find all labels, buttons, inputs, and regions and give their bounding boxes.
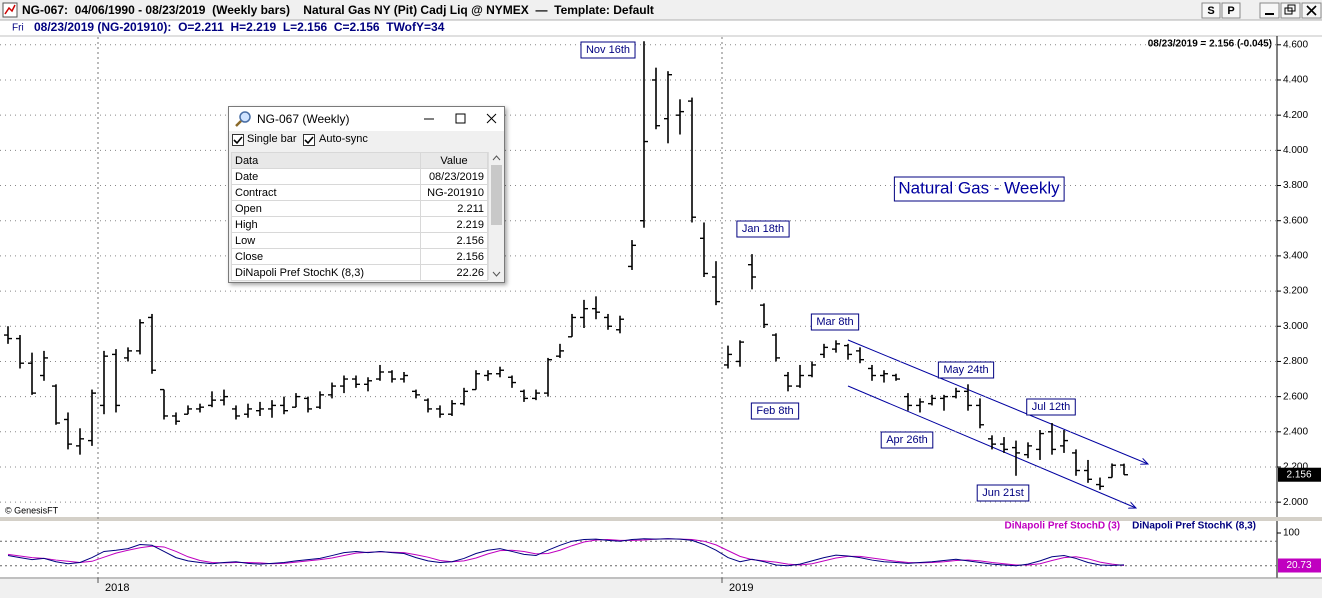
y-tick-label: 2.400 bbox=[1283, 426, 1308, 437]
info-line: 08/23/2019 (NG-201910): O=2.211 H=2.219 … bbox=[34, 20, 445, 34]
y-tick-label: 3.800 bbox=[1283, 180, 1308, 191]
y-tick-label: 3.400 bbox=[1283, 251, 1308, 262]
last-value-tag bbox=[1278, 558, 1321, 573]
annotation-box bbox=[937, 361, 995, 379]
button-label[interactable]: S bbox=[1207, 5, 1214, 17]
trend-line bbox=[847, 339, 1148, 464]
table-cell: Date bbox=[231, 168, 421, 185]
table-cell: DiNapoli Pref StochK (8,3) bbox=[231, 264, 421, 281]
table-row: DiNapoli Pref StochK (8,3) 22.26 bbox=[231, 264, 488, 281]
table-cell: 08/23/2019 bbox=[420, 168, 488, 185]
restore-button[interactable] bbox=[1280, 2, 1301, 19]
table-row: Data Value bbox=[231, 152, 488, 169]
window-title: NG-067: 04/06/1990 - 08/23/2019 (Weekly … bbox=[22, 3, 654, 17]
data-window-title-bar[interactable]: NG-067 (Weekly) bbox=[229, 107, 504, 131]
last-price-tag bbox=[1278, 467, 1321, 482]
table-row: High 2.219 bbox=[231, 216, 488, 233]
table-cell: 2.219 bbox=[420, 216, 488, 233]
data-window-title: NG-067 (Weekly) bbox=[257, 112, 350, 126]
checkbox[interactable] bbox=[303, 134, 315, 146]
y-tick-label: 2.800 bbox=[1283, 356, 1308, 367]
y-tick-label: 2.000 bbox=[1283, 497, 1308, 508]
table-cell: Open bbox=[231, 200, 421, 217]
title-bar bbox=[0, 0, 1322, 20]
option-label[interactable]: Single bar bbox=[247, 133, 297, 145]
annotation: Jul 12th bbox=[1032, 401, 1071, 413]
data-table: Data Value Date 08/23/2019 Contract NG-201910… bbox=[231, 152, 488, 281]
indicator-line bbox=[7, 538, 1125, 566]
y-tick-label: 4.400 bbox=[1283, 75, 1308, 86]
y-tick-label: 100 bbox=[1283, 528, 1300, 539]
table-cell: 2.211 bbox=[420, 200, 488, 217]
y-tick-label: 3.600 bbox=[1283, 215, 1308, 226]
x-tick-label: 2018 bbox=[105, 582, 129, 594]
table-row: Contract NG-201910 bbox=[231, 184, 488, 201]
button-label[interactable]: P bbox=[1227, 5, 1234, 17]
table-cell: Data bbox=[231, 152, 421, 169]
table-row: Open 2.211 bbox=[231, 200, 488, 217]
app-icon bbox=[2, 2, 18, 18]
annotation: Mar 8th bbox=[816, 316, 853, 328]
table-cell: Contract bbox=[231, 184, 421, 201]
table-row: Date 08/23/2019 bbox=[231, 168, 488, 185]
annotation: May 24th bbox=[943, 364, 988, 376]
option-label[interactable]: Auto-sync bbox=[319, 133, 368, 145]
table-cell: NG-201910 bbox=[420, 184, 488, 201]
copyright: © GenesisFT bbox=[5, 505, 59, 515]
indicator-line bbox=[7, 538, 1125, 567]
table-cell: 2.156 bbox=[420, 232, 488, 249]
x-axis-strip bbox=[0, 579, 1322, 598]
annotation-box bbox=[976, 484, 1030, 502]
annotation: Apr 26th bbox=[886, 434, 928, 446]
table-cell: Low bbox=[231, 232, 421, 249]
window-controls[interactable] bbox=[414, 107, 504, 131]
annotation-box bbox=[580, 41, 636, 59]
chart-title-box bbox=[893, 176, 1065, 202]
y-tick-label: 2.200 bbox=[1283, 462, 1308, 473]
x-tick-label: 2019 bbox=[729, 582, 753, 594]
button-s[interactable] bbox=[1201, 2, 1221, 19]
y-tick-label: 3.200 bbox=[1283, 286, 1308, 297]
table-cell: Value bbox=[420, 152, 488, 169]
button-p[interactable] bbox=[1221, 2, 1241, 19]
annotation: Jan 18th bbox=[742, 223, 784, 235]
annotation: Jun 21st bbox=[982, 487, 1024, 499]
scrollbar[interactable] bbox=[488, 152, 504, 280]
y-tick-label: 4.000 bbox=[1283, 145, 1308, 156]
close-button[interactable] bbox=[1301, 2, 1322, 19]
annotation-box bbox=[736, 220, 790, 238]
annotation: Nov 16th bbox=[586, 44, 630, 56]
table-cell: 2.156 bbox=[420, 248, 488, 265]
annotation: Feb 8th bbox=[756, 405, 793, 417]
chart-title: Natural Gas - Weekly bbox=[898, 178, 1060, 197]
table-cell: High bbox=[231, 216, 421, 233]
table-row: Close 2.156 bbox=[231, 248, 488, 265]
legend-entry: DiNapoli Pref StochD (3) bbox=[1005, 521, 1121, 532]
last-price-note: 08/23/2019 = 2.156 (-0.045) bbox=[1148, 39, 1272, 50]
options-row: Single bar Auto-sync bbox=[229, 131, 504, 149]
checkbox[interactable] bbox=[232, 134, 244, 146]
y-tick-label: 3.000 bbox=[1283, 321, 1308, 332]
annotation-box bbox=[1026, 398, 1076, 416]
annotation-box bbox=[880, 431, 934, 449]
annotation-box bbox=[750, 402, 800, 420]
y-tick-label: 4.200 bbox=[1283, 110, 1308, 121]
pane-separator bbox=[0, 517, 1322, 521]
data-window[interactable]: NG-067 (Weekly) Single bar Auto-sync Dat… bbox=[228, 106, 505, 283]
table-cell: 22.26 bbox=[420, 264, 488, 281]
last-value-label: 20.73 bbox=[1286, 560, 1311, 571]
legend-entry: DiNapoli Pref StochK (8,3) bbox=[1132, 521, 1256, 532]
table-cell: Close bbox=[231, 248, 421, 265]
last-price-label: 2.156 bbox=[1286, 469, 1311, 480]
table-row: Low 2.156 bbox=[231, 232, 488, 249]
scrollbar-parts bbox=[491, 155, 502, 277]
info-day: Fri bbox=[12, 23, 24, 34]
y-tick-label: 4.600 bbox=[1283, 39, 1308, 50]
y-tick-label: 2.600 bbox=[1283, 391, 1308, 402]
minimize-button[interactable] bbox=[1259, 2, 1280, 19]
magnifier-icon bbox=[235, 111, 251, 127]
annotation-box bbox=[810, 313, 860, 331]
